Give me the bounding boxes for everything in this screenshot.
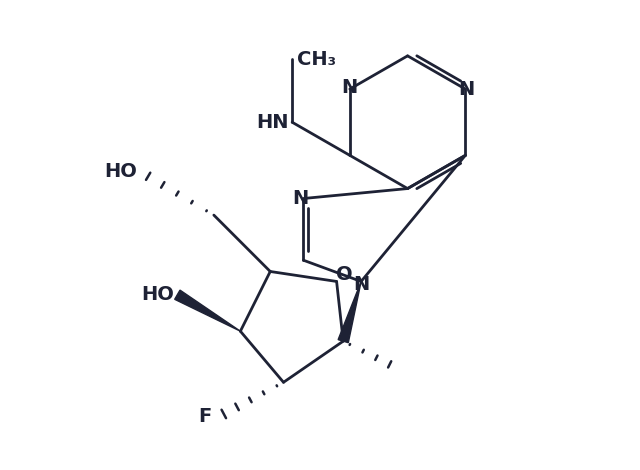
Text: HN: HN: [256, 113, 289, 132]
Text: N: N: [353, 275, 369, 294]
Text: HO: HO: [105, 163, 138, 181]
Polygon shape: [175, 290, 241, 331]
Text: F: F: [198, 407, 212, 426]
Polygon shape: [338, 282, 361, 343]
Text: CH₃: CH₃: [298, 50, 337, 69]
Text: N: N: [342, 78, 358, 97]
Text: N: N: [458, 79, 475, 99]
Text: N: N: [292, 189, 308, 208]
Text: HO: HO: [141, 285, 174, 304]
Text: O: O: [336, 265, 353, 284]
